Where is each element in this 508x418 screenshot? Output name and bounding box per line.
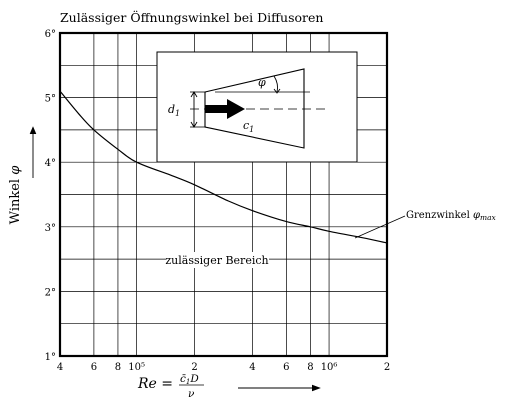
curve-label: Grenzwinkel φmax <box>406 210 497 222</box>
chart-title: Zulässiger Öffnungswinkel bei Diffusoren <box>60 9 323 25</box>
diffuser-inset: φ d1 c1 <box>156 51 358 163</box>
x-tick-label-5: 4 <box>249 362 255 373</box>
angle-arrow-head <box>273 88 281 94</box>
curve-label-sub: max <box>480 213 497 222</box>
curve-label-symbol: φ <box>473 210 480 221</box>
y-axis-label-text: Winkel φ <box>8 165 23 225</box>
x-tick-label-1: 6 <box>91 362 97 373</box>
x-tick-label-3: 10⁵ <box>128 362 145 373</box>
c1-label-sub: 1 <box>249 125 254 134</box>
series-grenzwinkel-line <box>59 90 388 244</box>
x-axis-num-sub: 1 <box>186 378 190 386</box>
y-tick-labels: 1° 2° 3° 4° 5° 6° <box>45 29 56 363</box>
x-tick-label-6: 6 <box>283 362 289 373</box>
d1-label-sub: 1 <box>175 109 180 118</box>
x-tick-label-2: 8 <box>115 362 121 373</box>
d1-label: d1 <box>168 103 180 118</box>
inset-box <box>156 51 358 163</box>
diffuser-shape <box>204 68 305 149</box>
y-axis-arrow <box>29 126 37 178</box>
y-tick-label-1: 2° <box>45 287 56 298</box>
d1-label-main: d <box>168 103 175 116</box>
x-tick-label-0: 4 <box>57 362 63 373</box>
y-tick-label-4: 5° <box>45 94 56 105</box>
x-axis-label: Re = c̄1D ν <box>137 373 204 400</box>
angle-label: φ <box>258 76 266 89</box>
region-label-background <box>166 252 269 268</box>
x-axis-numerator: c̄1D <box>180 373 199 386</box>
y-tick-label-2: 3° <box>45 223 56 234</box>
x-axis-equals: = <box>157 376 173 392</box>
y-axis-label-symbol: φ <box>8 165 23 175</box>
c1-label: c1 <box>243 119 254 134</box>
x-axis-denominator: ν <box>188 388 195 400</box>
x-tick-label-8: 10⁶ <box>321 362 338 373</box>
y-tick-label-5: 6° <box>45 29 56 40</box>
x-tick-labels: 4 6 8 10⁵ 2 4 6 8 10⁶ 2 <box>57 362 390 373</box>
curve-label-text: Grenzwinkel <box>406 210 473 221</box>
angle-arc <box>273 75 279 93</box>
x-axis-arrow <box>238 384 321 392</box>
x-axis-num-d: D <box>189 373 199 385</box>
curve-label-leader <box>354 215 406 239</box>
x-tick-label-4: 2 <box>191 362 197 373</box>
region-label: zulässiger Bereich <box>165 254 268 267</box>
x-axis-label-re: Re = <box>137 376 173 392</box>
y-axis-label-word: Winkel <box>8 175 23 225</box>
y-tick-label-3: 4° <box>45 158 56 169</box>
x-tick-label-7: 8 <box>307 362 313 373</box>
x-axis-num-c: c̄ <box>180 373 186 385</box>
plot-frame <box>58 31 389 358</box>
y-axis-label: Winkel φ <box>8 165 23 225</box>
c1-label-main: c <box>243 119 249 132</box>
flow-arrow <box>205 99 245 119</box>
x-axis-re: Re <box>137 376 157 392</box>
x-tick-label-9: 2 <box>384 362 390 373</box>
y-tick-label-0: 1° <box>45 352 56 363</box>
